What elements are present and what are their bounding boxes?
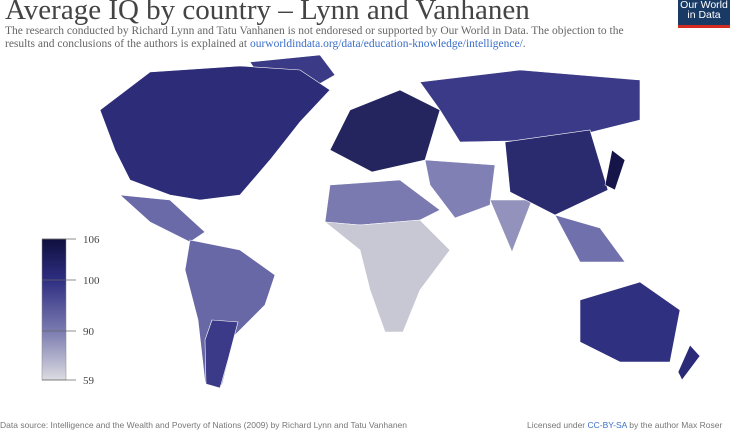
owid-logo[interactable]: Our World in Data bbox=[678, 0, 730, 28]
color-legend: 106 100 90 59 bbox=[41, 234, 100, 387]
logo-line: in Data bbox=[687, 9, 721, 21]
legend-tick: 59 bbox=[83, 375, 95, 387]
region-japan[interactable] bbox=[604, 149, 626, 191]
chart-subtitle: The research conducted by Richard Lynn a… bbox=[5, 25, 645, 51]
region-north-africa[interactable] bbox=[324, 179, 441, 226]
region-sub-saharan-africa[interactable] bbox=[324, 219, 451, 333]
region-australia[interactable] bbox=[579, 281, 681, 363]
region-middle-east[interactable] bbox=[424, 159, 496, 219]
region-north-america[interactable] bbox=[99, 65, 331, 201]
region-china[interactable] bbox=[504, 129, 609, 216]
region-india[interactable] bbox=[489, 199, 533, 253]
intelligence-link[interactable]: ourworldindata.org/data/education-knowle… bbox=[249, 38, 523, 50]
legend-tick: 90 bbox=[83, 326, 95, 338]
subtitle-text: The research conducted by Richard Lynn a… bbox=[5, 25, 624, 50]
license-prefix: Licensed under bbox=[527, 420, 588, 430]
region-argentina[interactable] bbox=[204, 319, 239, 389]
region-southeast-asia[interactable] bbox=[554, 214, 626, 263]
license-link[interactable]: CC-BY-SA bbox=[587, 420, 627, 430]
data-source: Data source: Intelligence and the Wealth… bbox=[0, 420, 407, 430]
region-central-america[interactable] bbox=[119, 194, 206, 243]
license-suffix: by the author Max Roser bbox=[626, 420, 723, 430]
region-russia[interactable] bbox=[419, 69, 641, 143]
region-south-america[interactable] bbox=[184, 239, 276, 386]
legend-color-bar bbox=[41, 238, 67, 381]
chart-title: Average IQ by country – Lynn and Vanhane… bbox=[5, 0, 530, 26]
region-new-zealand[interactable] bbox=[677, 344, 701, 381]
subtitle-end: . bbox=[522, 38, 526, 50]
logo-line: Our World bbox=[680, 0, 728, 11]
legend-tick: 100 bbox=[83, 275, 100, 287]
legend-tick: 106 bbox=[83, 234, 100, 246]
license: Licensed under CC-BY-SA by the author Ma… bbox=[527, 420, 722, 430]
region-europe[interactable] bbox=[329, 89, 441, 173]
